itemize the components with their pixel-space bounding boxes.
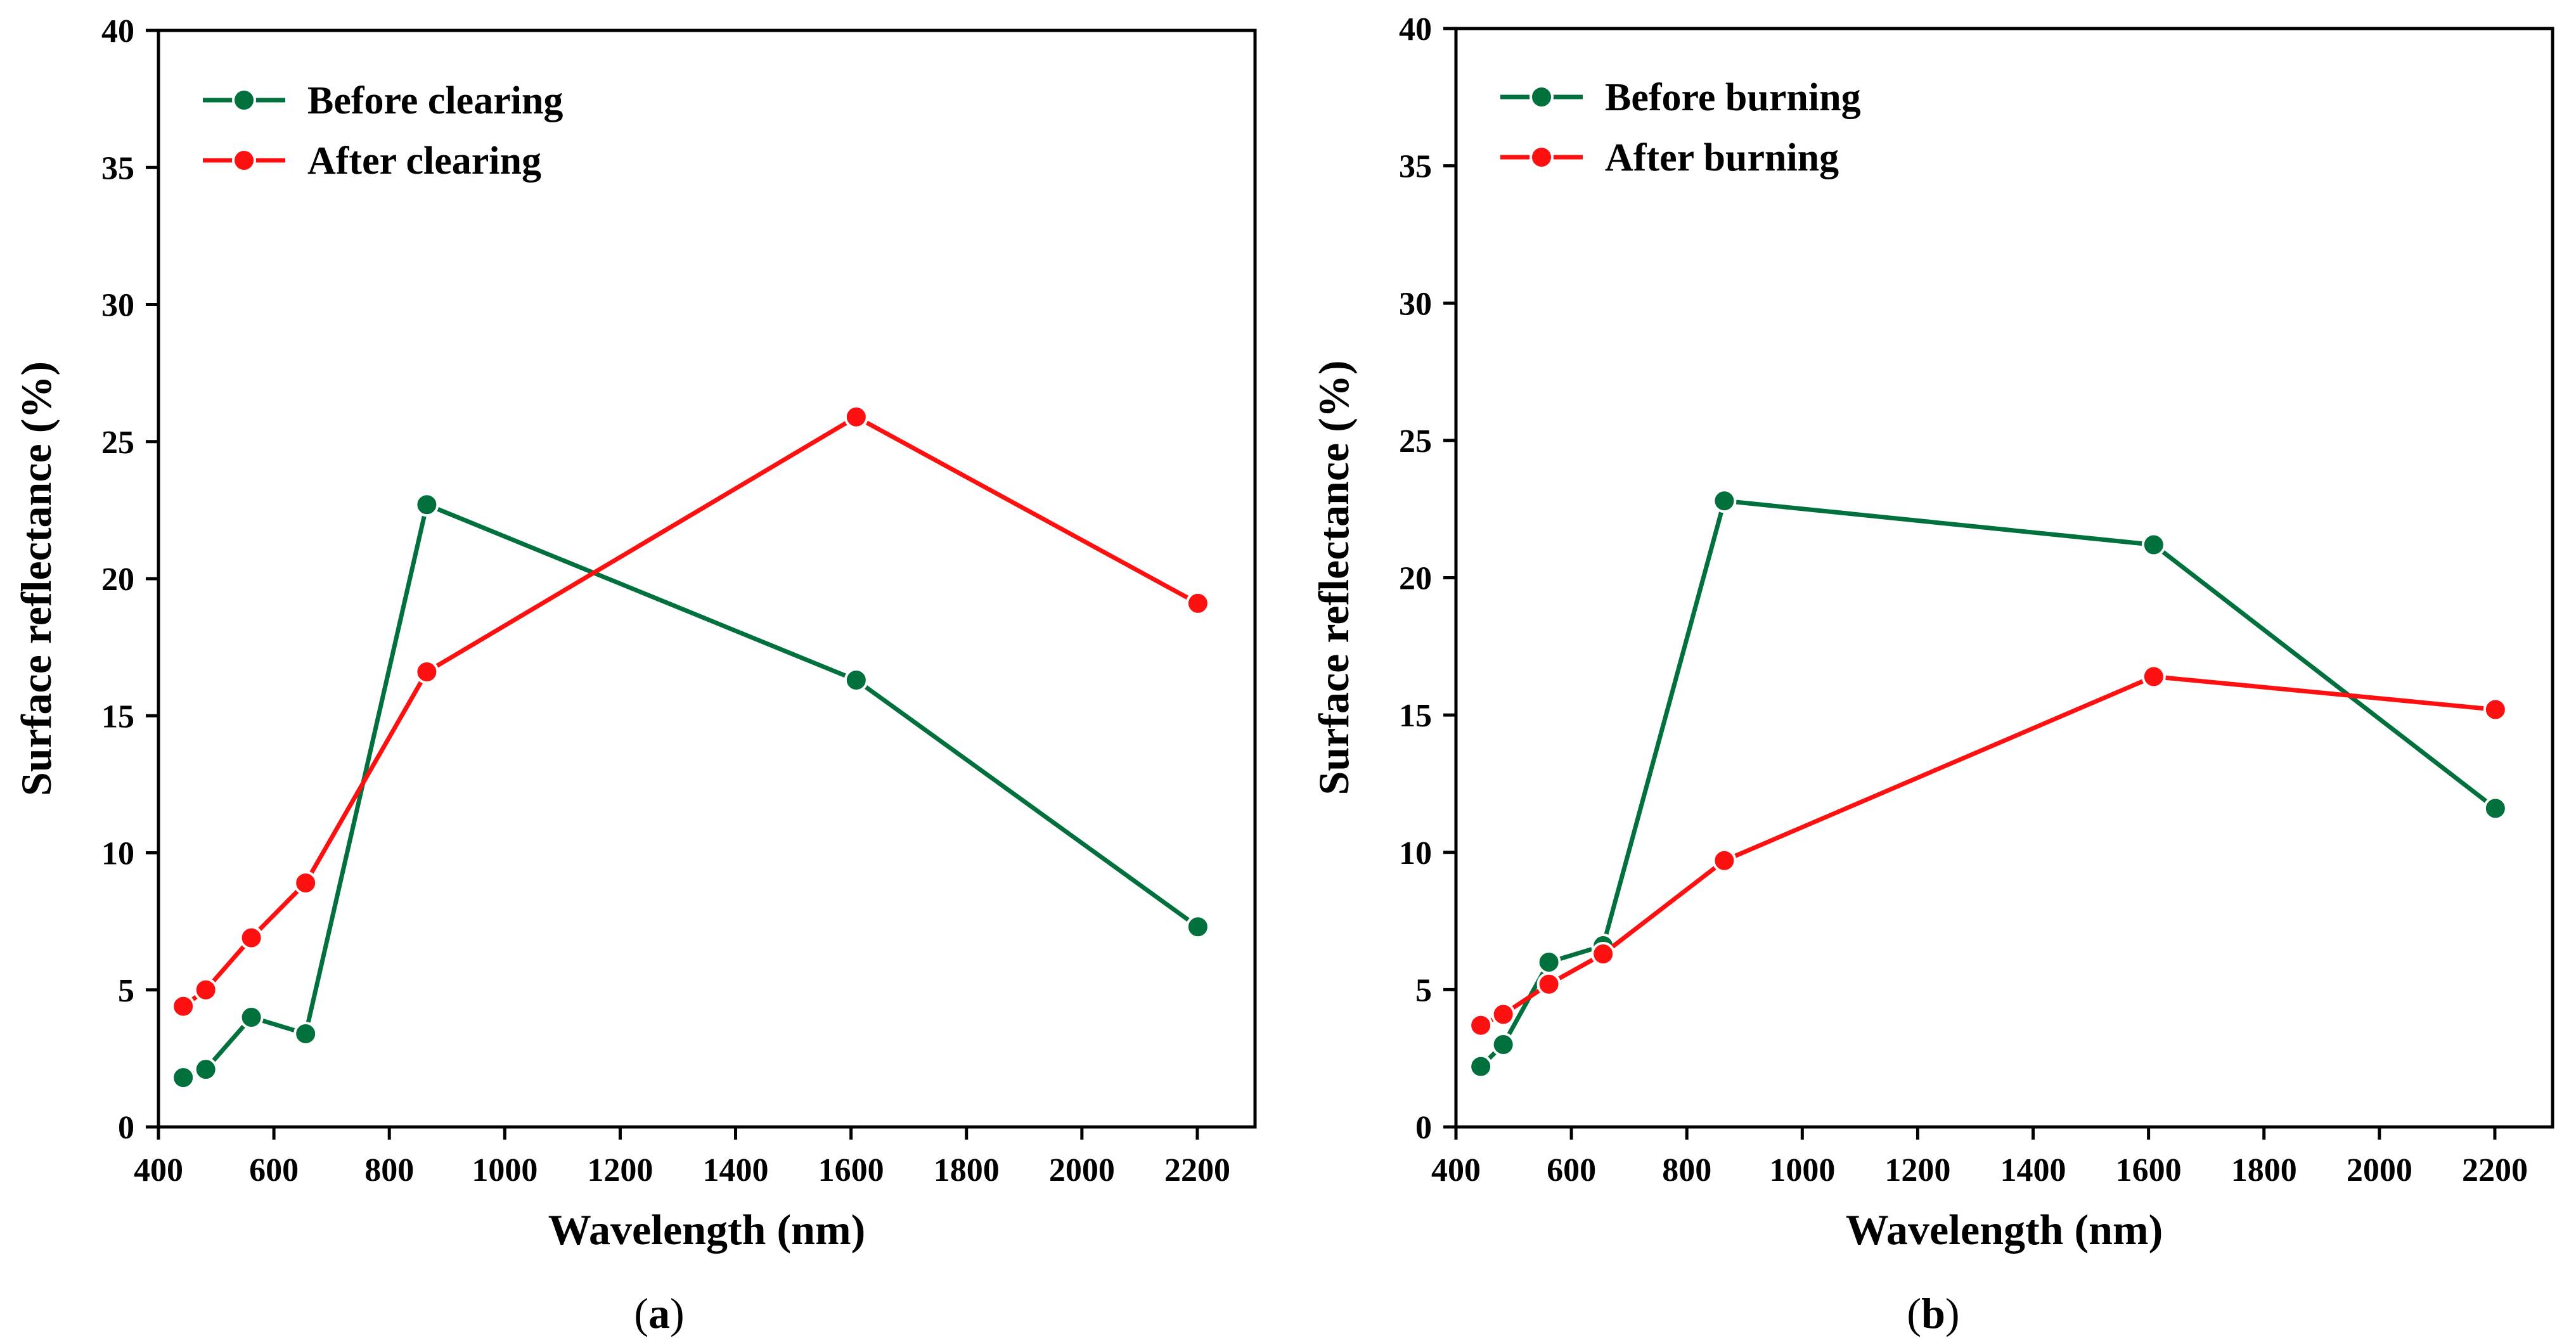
x-tick-label: 600	[249, 1152, 299, 1188]
data-point	[2141, 664, 2166, 689]
legend-marker	[232, 88, 256, 112]
legend-marker	[232, 148, 256, 172]
chart-panel-b: 400 600 800 1000 1200 1400 1600 1800 2000 2200 0 5 1…	[1310, 11, 2554, 1337]
series-after-burning	[1469, 664, 2508, 1038]
legend-entry: Before clearing	[203, 79, 563, 122]
x-tick-label: 600	[1547, 1152, 1596, 1188]
legend-entry: Before burning	[1500, 76, 1861, 119]
x-tick-label: 400	[1431, 1152, 1481, 1188]
y-tick-label: 5	[118, 973, 134, 1009]
data-point	[1712, 848, 1737, 873]
x-axis-title: Wavelength (nm)	[548, 1206, 866, 1254]
data-point	[1491, 1002, 1516, 1027]
legend-label: Before clearing	[307, 79, 563, 122]
data-point	[293, 1021, 318, 1046]
data-point	[1469, 1054, 1493, 1079]
y-tick-label: 0	[118, 1110, 134, 1146]
y-axis-title: Surface reflectance (%)	[1310, 361, 1358, 795]
data-point	[239, 925, 264, 950]
x-tick-label: 1800	[934, 1152, 1000, 1188]
x-tick-label: 2000	[2347, 1152, 2412, 1188]
y-tick-label: 25	[1399, 423, 1432, 460]
series-line	[182, 502, 1199, 1080]
legend-entry: After clearing	[203, 139, 541, 183]
x-tick-label: 1600	[818, 1152, 884, 1188]
y-axis-title: Surface reflectance (%)	[12, 361, 60, 796]
data-point	[1469, 1013, 1493, 1038]
data-point	[844, 668, 868, 693]
data-point	[844, 404, 868, 429]
x-tick-label: 1200	[1884, 1152, 1950, 1188]
series-line	[1479, 674, 2496, 1027]
legend-label: After burning	[1605, 136, 1839, 179]
legend-marker	[1530, 145, 1554, 169]
data-point	[171, 994, 196, 1019]
y-tick-label: 15	[101, 698, 134, 735]
y-tick-label: 30	[1399, 286, 1432, 322]
x-tick-label: 1400	[2000, 1152, 2066, 1188]
plot-frame	[1454, 27, 2554, 1129]
y-tick-label: 10	[1399, 835, 1432, 872]
data-point	[415, 660, 439, 685]
panel-label: (a)	[634, 1289, 684, 1337]
data-point	[1491, 1032, 1516, 1057]
x-tick-label: 1000	[1769, 1152, 1835, 1188]
data-point	[1536, 972, 1561, 996]
x-tick-label: 1600	[2116, 1152, 2182, 1188]
legend-label: Before burning	[1605, 76, 1861, 119]
series-after-clearing	[171, 404, 1210, 1019]
y-tick-label: 20	[101, 562, 134, 598]
data-point	[1185, 591, 1210, 615]
series-before-burning	[1469, 489, 2508, 1079]
data-point	[415, 492, 439, 517]
y-tick-label: 35	[1399, 149, 1432, 185]
data-point	[2483, 697, 2508, 722]
x-tick-label: 800	[364, 1152, 414, 1188]
data-point	[171, 1065, 196, 1090]
y-tick-label: 5	[1415, 972, 1432, 1008]
series-before-clearing	[171, 492, 1210, 1090]
data-point	[1536, 950, 1561, 975]
y-tick-label: 20	[1399, 561, 1432, 597]
data-point	[193, 1057, 218, 1082]
x-tick-label: 400	[134, 1152, 183, 1188]
x-tick-label: 2200	[2462, 1152, 2528, 1188]
y-tick-label: 40	[101, 13, 134, 49]
series-line	[1479, 498, 2497, 1069]
y-tick-label: 10	[101, 836, 134, 872]
chart-panel-a: 400 600 800 1000 1200 1400 1600 1800 2000 2200 0 5 1…	[12, 13, 1257, 1337]
x-tick-label: 2000	[1049, 1152, 1115, 1188]
x-tick-label: 1000	[472, 1152, 538, 1188]
legend-label: After clearing	[307, 139, 541, 183]
data-point	[1591, 942, 1616, 967]
x-tick-label: 1400	[703, 1152, 769, 1188]
data-point	[239, 1005, 264, 1029]
y-tick-label: 25	[101, 425, 134, 461]
data-point	[2483, 796, 2508, 821]
y-tick-label: 35	[101, 150, 134, 186]
data-point	[1185, 915, 1210, 939]
y-tick-label: 0	[1415, 1110, 1432, 1146]
legend-marker	[1530, 85, 1554, 109]
series-line	[182, 415, 1199, 1008]
x-tick-label: 1800	[2231, 1152, 2297, 1188]
data-point	[1712, 489, 1737, 513]
x-tick-label: 800	[1662, 1152, 1711, 1188]
x-axis-title: Wavelength (nm)	[1846, 1206, 2163, 1254]
data-point	[293, 871, 318, 896]
y-tick-label: 40	[1399, 11, 1432, 48]
data-point	[2141, 532, 2166, 557]
y-tick-label: 15	[1399, 698, 1432, 734]
y-tick-label: 30	[101, 288, 134, 324]
x-tick-label: 1200	[587, 1152, 653, 1188]
panel-label: (b)	[1907, 1289, 1959, 1337]
x-tick-label: 2200	[1164, 1152, 1230, 1188]
legend-entry: After burning	[1500, 136, 1839, 179]
data-point	[193, 977, 218, 1002]
